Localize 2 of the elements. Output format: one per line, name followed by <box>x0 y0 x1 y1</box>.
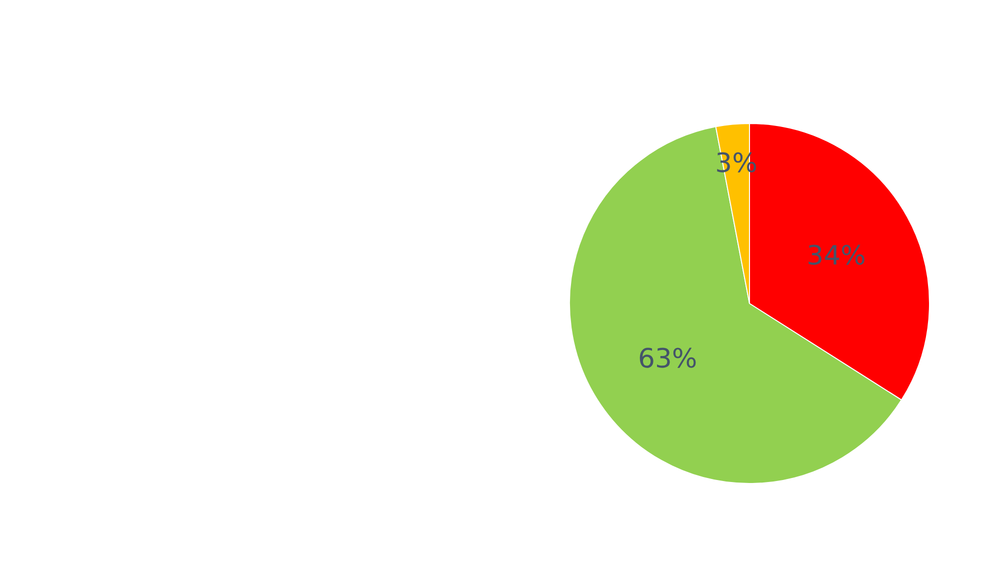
data-label: 34% <box>806 240 866 272</box>
data-label: 63% <box>638 344 698 375</box>
